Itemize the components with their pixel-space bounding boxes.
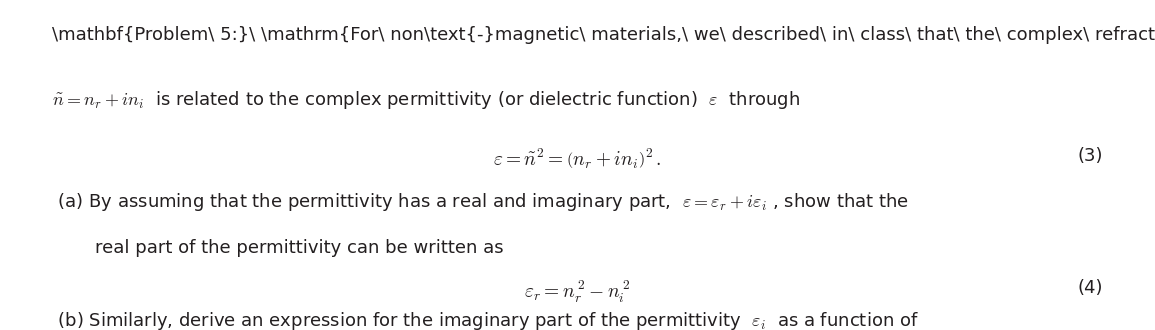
Text: (a) By assuming that the permittivity has a real and imaginary part,  $\varepsil: (a) By assuming that the permittivity ha…	[52, 191, 909, 214]
Text: (b) Similarly, derive an expression for the imaginary part of the permittivity  : (b) Similarly, derive an expression for …	[52, 310, 919, 330]
Text: (3): (3)	[1078, 147, 1103, 165]
Text: real part of the permittivity can be written as: real part of the permittivity can be wri…	[95, 239, 504, 257]
Text: (4): (4)	[1078, 279, 1103, 297]
Text: $\varepsilon_r = n_r^{\,2} - n_i^{\,2}$: $\varepsilon_r = n_r^{\,2} - n_i^{\,2}$	[524, 279, 631, 305]
Text: $\varepsilon = \tilde{n}^{2} = \left(n_r + in_i\right)^{2}\,.$: $\varepsilon = \tilde{n}^{2} = \left(n_r…	[493, 147, 662, 171]
Text: $\tilde{n} = n_r + in_i$  is related to the complex permittivity (or dielectric : $\tilde{n} = n_r + in_i$ is related to t…	[52, 89, 800, 111]
Text: \mathbf{Problem\ 5:}\ \mathrm{For\ non\text{-}magnetic\ materials,\ we\ describe: \mathbf{Problem\ 5:}\ \mathrm{For\ non\t…	[52, 26, 1155, 45]
